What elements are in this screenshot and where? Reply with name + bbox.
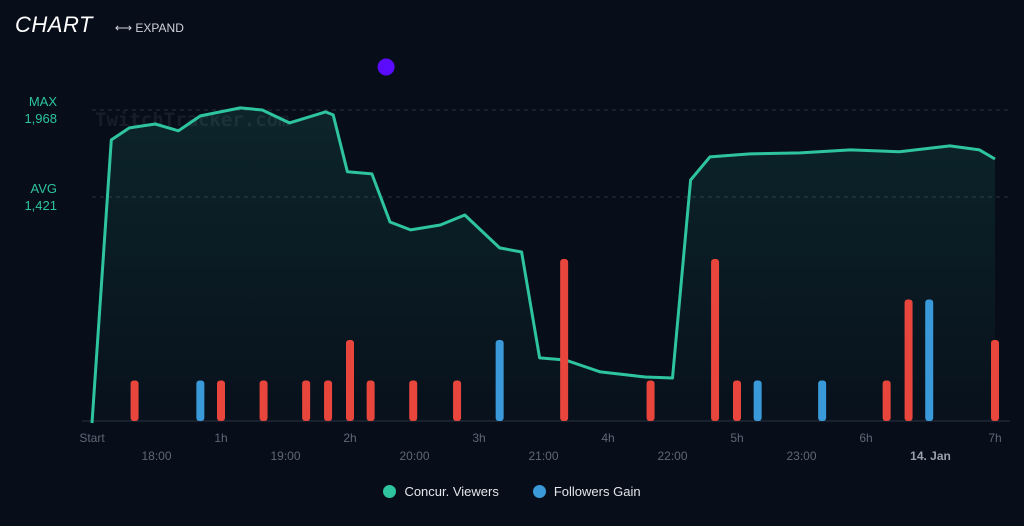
x-tick-label: 3h [472, 431, 485, 445]
time-tick-label: 20:00 [399, 449, 429, 463]
event-bar [130, 380, 139, 421]
time-tick-label: 18:00 [141, 449, 171, 463]
event-bar [324, 380, 333, 421]
viewers-area [92, 107, 995, 424]
legend-item-viewers[interactable]: Concur. Viewers [383, 484, 499, 499]
legend-label: Followers Gain [553, 484, 641, 499]
x-tick-label: 2h [343, 431, 356, 445]
ref-label: AVG [31, 181, 58, 196]
x-tick-label: 4h [601, 431, 614, 445]
event-bar [904, 299, 913, 421]
x-tick-label: 1h [214, 431, 227, 445]
ref-label: MAX [29, 94, 58, 109]
ref-value: 1,968 [24, 111, 57, 126]
x-tick-label: Start [79, 431, 105, 445]
x-tick-label: 6h [859, 431, 872, 445]
event-bar [560, 259, 569, 421]
event-bar [453, 380, 462, 421]
viewers-line [90, 106, 996, 424]
event-bar [366, 380, 375, 421]
chart-header: CHART ⟷ EXPAND [15, 12, 184, 38]
event-bar [409, 380, 418, 421]
event-bar [217, 380, 225, 421]
event-bar [991, 340, 999, 421]
ref-value: 1,421 [24, 198, 57, 213]
legend-label: Concur. Viewers [404, 484, 499, 499]
time-tick-label: 23:00 [786, 449, 816, 463]
followers-bar [818, 380, 827, 421]
event-bar [733, 380, 741, 421]
time-tick-label: 19:00 [270, 449, 300, 463]
legend-dot-followers [532, 485, 546, 498]
x-tick-label: 7h [988, 431, 1001, 445]
followers-bar [753, 380, 762, 421]
expand-button[interactable]: ⟷ EXPAND [114, 21, 184, 35]
event-bar [882, 380, 891, 421]
followers-bar [925, 299, 934, 421]
event-bar [302, 380, 311, 421]
legend: Concur. Viewers Followers Gain [0, 484, 1024, 499]
event-marker [377, 58, 395, 76]
followers-bar [495, 340, 504, 421]
legend-item-followers[interactable]: Followers Gain [532, 484, 641, 499]
event-bar [259, 380, 268, 421]
legend-dot-viewers [383, 485, 397, 498]
time-tick-label: 14. Jan [910, 449, 951, 463]
event-bar [646, 380, 655, 421]
event-bar [711, 259, 720, 421]
chart-title: CHART [15, 12, 93, 37]
time-tick-label: 21:00 [528, 449, 558, 463]
x-tick-label: 5h [730, 431, 743, 445]
time-tick-label: 22:00 [657, 449, 687, 463]
followers-bar [196, 380, 205, 421]
event-bar [346, 340, 354, 421]
